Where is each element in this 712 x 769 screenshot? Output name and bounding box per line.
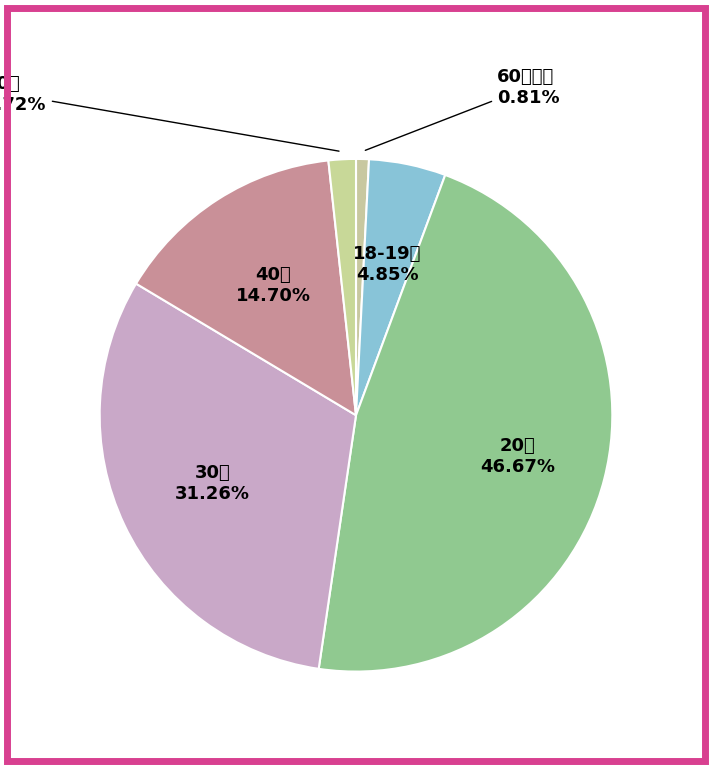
Text: 20代
46.67%: 20代 46.67%	[480, 438, 555, 476]
Text: 18-19歳
4.85%: 18-19歳 4.85%	[353, 245, 422, 284]
Wedge shape	[319, 175, 612, 671]
Wedge shape	[328, 159, 356, 415]
Text: 50代
1.72%: 50代 1.72%	[0, 75, 339, 151]
Wedge shape	[356, 159, 369, 415]
Text: 60代以上
0.81%: 60代以上 0.81%	[365, 68, 560, 150]
Wedge shape	[356, 159, 445, 415]
Wedge shape	[136, 161, 356, 415]
Text: 40代
14.70%: 40代 14.70%	[236, 266, 310, 305]
Wedge shape	[100, 284, 356, 669]
Text: 30代
31.26%: 30代 31.26%	[175, 464, 250, 503]
